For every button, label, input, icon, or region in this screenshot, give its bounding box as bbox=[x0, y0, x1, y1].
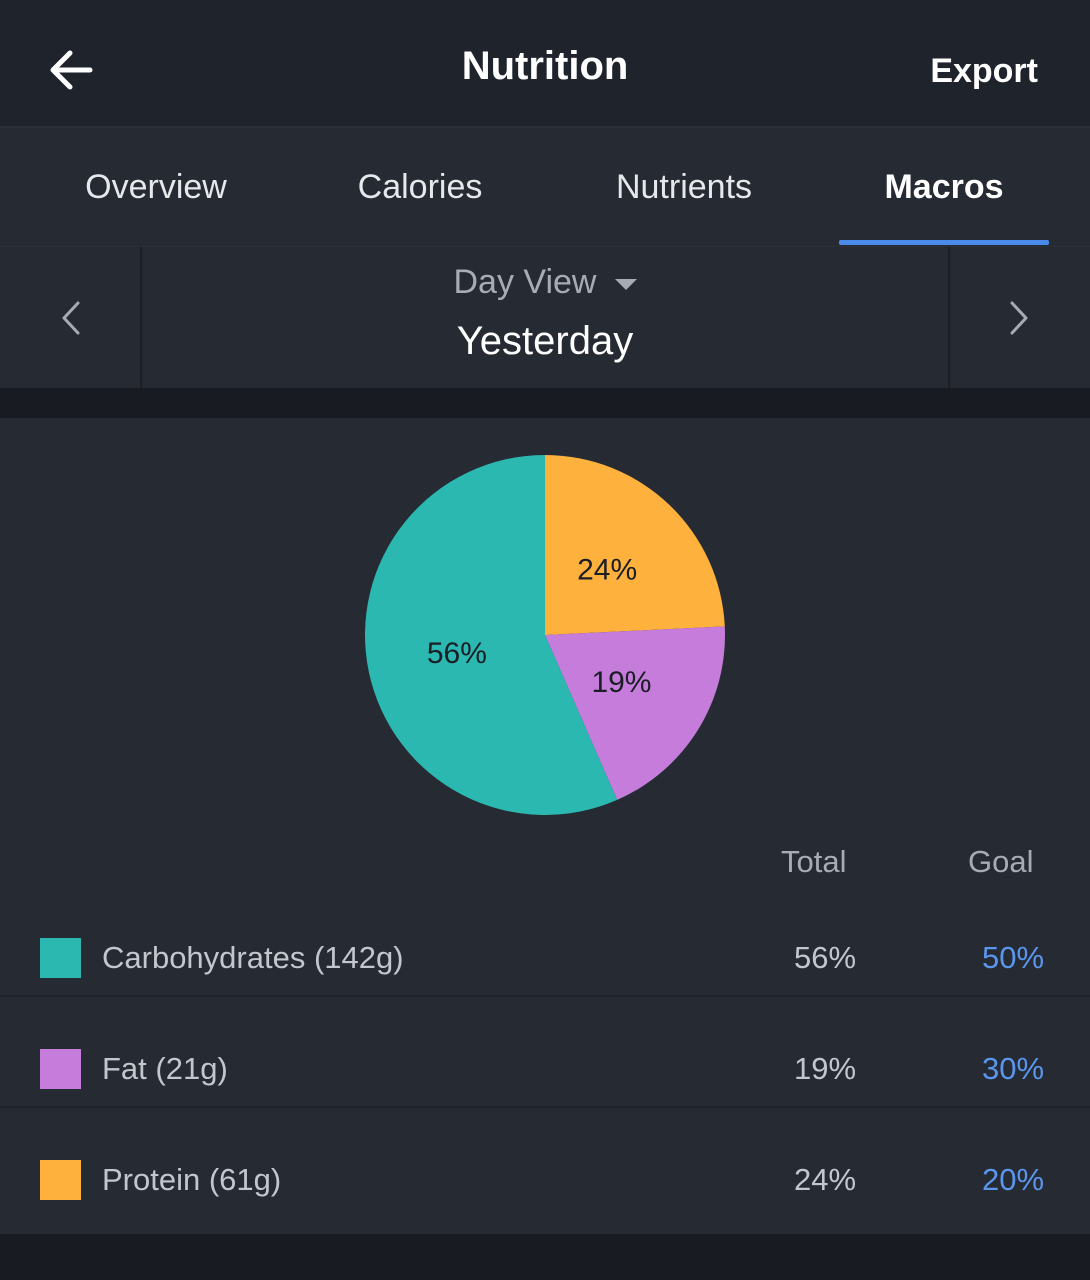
tab-overview[interactable]: Overview bbox=[85, 168, 227, 206]
macro-total: 19% bbox=[794, 1051, 857, 1086]
selected-date-label: Yesterday bbox=[456, 319, 634, 363]
back-arrow-icon[interactable] bbox=[44, 42, 100, 98]
tab-calories[interactable]: Calories bbox=[357, 168, 483, 206]
pie-label-protein: 24% bbox=[577, 553, 637, 586]
active-tab-indicator bbox=[839, 240, 1049, 245]
row-divider bbox=[0, 995, 1090, 997]
export-button[interactable]: Export bbox=[930, 52, 1038, 90]
fat-color-swatch bbox=[40, 1049, 81, 1089]
protein-color-swatch bbox=[40, 1160, 81, 1200]
date-selector[interactable]: Day View Yesterday bbox=[142, 247, 948, 389]
pie-slice-carbohydrates bbox=[365, 455, 618, 815]
section-separator bbox=[0, 388, 1090, 418]
view-mode-label: Day View bbox=[453, 263, 597, 301]
macro-row-protein: Protein (61g) 24% 20% bbox=[0, 1128, 1090, 1238]
chevron-left-icon bbox=[62, 301, 80, 335]
macro-total: 56% bbox=[794, 940, 857, 975]
tab-macros[interactable]: Macros bbox=[884, 168, 1004, 206]
next-day-button[interactable] bbox=[948, 247, 1090, 389]
macro-goal[interactable]: 50% bbox=[982, 940, 1045, 975]
pie-label-carbohydrates: 56% bbox=[427, 637, 487, 670]
carbohydrates-color-swatch bbox=[40, 938, 81, 978]
macros-panel: 24% 19% 56% Total Goal Carbohydrates (142g… bbox=[0, 418, 1090, 1234]
row-divider bbox=[0, 1106, 1090, 1108]
goal-column-header: Goal bbox=[968, 844, 1034, 879]
pie-label-fat: 19% bbox=[591, 666, 651, 699]
caret-down-icon bbox=[614, 278, 637, 290]
tab-bar: Overview Calories Nutrients Macros bbox=[0, 128, 1090, 246]
macro-total: 24% bbox=[794, 1162, 857, 1197]
macros-pie-chart: 24% 19% 56% bbox=[365, 455, 725, 815]
macro-goal[interactable]: 30% bbox=[982, 1051, 1045, 1086]
macro-label: Protein (61g) bbox=[102, 1162, 282, 1197]
previous-day-button[interactable] bbox=[0, 247, 142, 389]
macro-label: Carbohydrates (142g) bbox=[102, 940, 404, 975]
pie-slice-protein bbox=[545, 455, 725, 635]
total-column-header: Total bbox=[781, 844, 847, 879]
date-navigator: Day View Yesterday bbox=[0, 246, 1090, 389]
section-separator bbox=[0, 1234, 1090, 1280]
top-app-bar: Nutrition Export bbox=[0, 0, 1090, 128]
macro-goal[interactable]: 20% bbox=[982, 1162, 1045, 1197]
page-title: Nutrition bbox=[461, 44, 629, 88]
macro-row-carbohydrates: Carbohydrates (142g) 56% 50% bbox=[0, 906, 1090, 1016]
macro-label: Fat (21g) bbox=[102, 1051, 228, 1086]
view-mode-dropdown[interactable]: Day View bbox=[142, 263, 948, 302]
chevron-right-icon bbox=[1010, 301, 1028, 335]
pie-slice-fat bbox=[545, 626, 725, 800]
macro-row-fat: Fat (21g) 19% 30% bbox=[0, 1017, 1090, 1127]
tab-nutrients[interactable]: Nutrients bbox=[615, 168, 753, 206]
